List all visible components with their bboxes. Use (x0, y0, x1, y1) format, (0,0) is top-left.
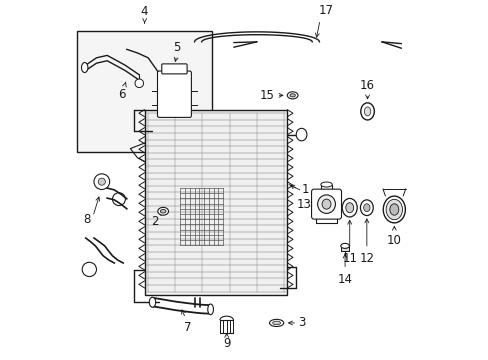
Text: 7: 7 (183, 321, 191, 334)
Text: 16: 16 (359, 79, 374, 92)
FancyBboxPatch shape (311, 189, 341, 219)
Ellipse shape (289, 94, 295, 97)
Text: 15: 15 (260, 89, 274, 102)
Text: 5: 5 (173, 41, 180, 54)
Text: 14: 14 (337, 273, 352, 286)
Ellipse shape (207, 304, 213, 315)
Text: 10: 10 (386, 234, 401, 247)
Text: 4: 4 (141, 5, 148, 18)
Ellipse shape (81, 63, 88, 72)
Ellipse shape (360, 103, 374, 120)
Ellipse shape (287, 92, 297, 99)
Ellipse shape (389, 204, 398, 215)
Text: 13: 13 (296, 198, 311, 211)
Ellipse shape (269, 319, 283, 327)
Text: 1: 1 (301, 183, 308, 196)
Circle shape (82, 262, 96, 276)
Ellipse shape (160, 210, 166, 213)
Ellipse shape (272, 321, 280, 325)
Bar (144, 109, 287, 295)
FancyBboxPatch shape (157, 71, 191, 117)
Ellipse shape (320, 182, 331, 187)
Text: 11: 11 (342, 252, 357, 265)
Ellipse shape (322, 199, 330, 209)
Bar (77, 31, 212, 152)
Circle shape (98, 178, 105, 185)
Ellipse shape (383, 196, 405, 223)
Ellipse shape (342, 198, 357, 217)
Bar (341, 245, 348, 251)
Text: 12: 12 (359, 252, 374, 265)
Circle shape (135, 79, 143, 87)
Text: 9: 9 (223, 337, 230, 350)
Ellipse shape (345, 203, 353, 213)
Ellipse shape (364, 107, 370, 116)
Circle shape (94, 174, 109, 189)
FancyBboxPatch shape (162, 64, 187, 74)
Text: 3: 3 (297, 316, 305, 329)
Text: 2: 2 (151, 215, 158, 228)
Ellipse shape (158, 207, 168, 215)
Ellipse shape (149, 297, 155, 307)
Ellipse shape (317, 195, 335, 213)
Ellipse shape (363, 204, 369, 212)
Ellipse shape (360, 200, 372, 216)
Ellipse shape (340, 243, 348, 248)
Ellipse shape (296, 129, 306, 141)
Text: 6: 6 (118, 88, 125, 101)
Text: 8: 8 (83, 213, 90, 226)
Text: 17: 17 (318, 4, 333, 17)
Ellipse shape (386, 199, 402, 220)
